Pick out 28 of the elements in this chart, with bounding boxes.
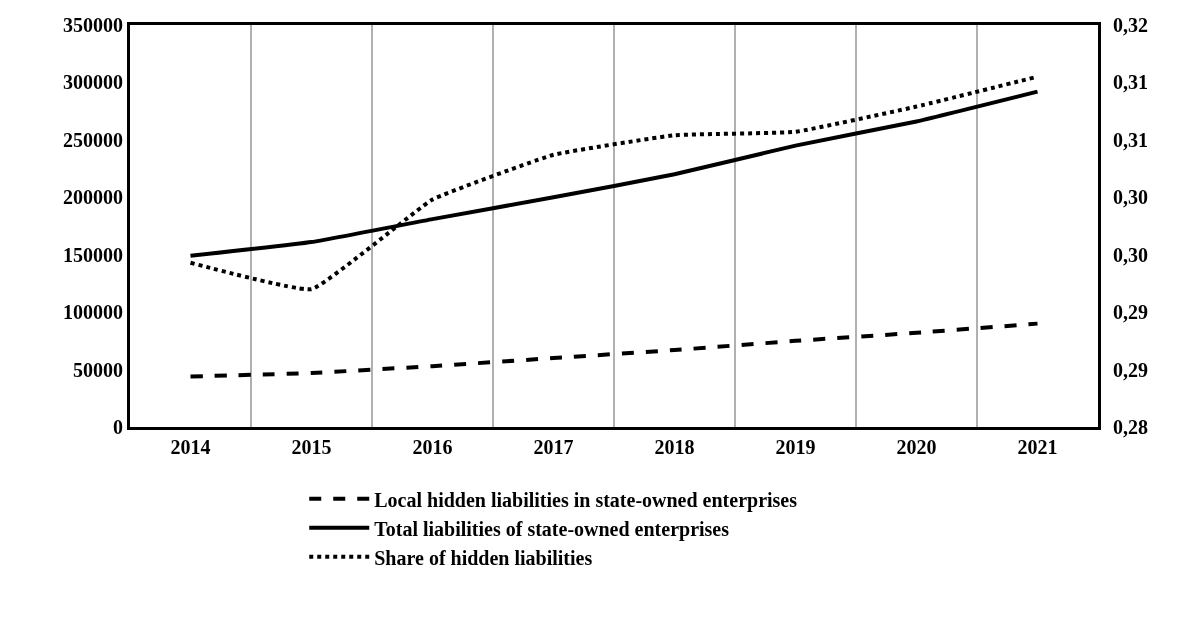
x-tick-label: 2016	[412, 436, 453, 458]
y2-tick-label: 0,28	[1113, 416, 1148, 438]
y-tick-label: 350000	[63, 14, 123, 36]
y-tick-label: 300000	[63, 71, 123, 94]
x-tick-label: 2014	[170, 436, 211, 458]
x-tick-label: 2018	[654, 436, 695, 458]
y-tick-label: 0	[113, 416, 123, 438]
y-tick-label: 250000	[63, 128, 123, 151]
legend-label: Total liabilities of state-owned enterprises	[374, 517, 730, 541]
x-tick-label: 2020	[896, 436, 937, 458]
x-tick-label: 2019	[775, 436, 816, 458]
legend-label: Local hidden liabilities in state-owned enterprises	[374, 488, 798, 512]
y2-tick-label: 0,32	[1113, 14, 1148, 36]
y-tick-label: 150000	[63, 243, 123, 266]
line-series	[188, 321, 1040, 379]
y2-tick-label: 0,30	[1113, 186, 1148, 209]
legend-label: Share of hidden liabilities	[374, 546, 593, 569]
x-tick-label: 2021	[1017, 436, 1058, 458]
x-tick-label: 2015	[291, 436, 332, 458]
y-tick-label: 50000	[73, 358, 123, 381]
y2-tick-label: 0,30	[1113, 243, 1148, 266]
y2-tick-label: 0,29	[1113, 301, 1148, 324]
y2-tick-label: 0,31	[1113, 71, 1148, 94]
y2-tick-label: 0,29	[1113, 358, 1148, 381]
y-tick-label: 200000	[63, 186, 123, 209]
y2-tick-label: 0,31	[1113, 128, 1148, 151]
y-tick-label: 100000	[63, 301, 123, 324]
x-tick-label: 2017	[533, 436, 574, 458]
